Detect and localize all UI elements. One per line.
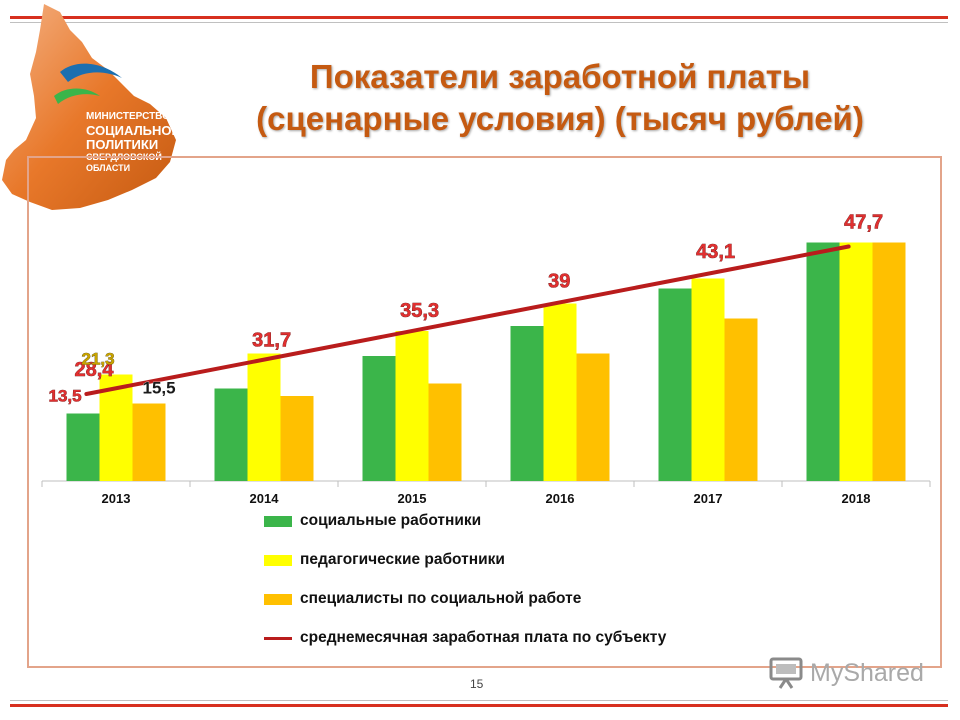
watermark-text: MyShared [810, 659, 924, 687]
legend-swatch [264, 594, 292, 605]
logo-map-shape [2, 4, 176, 210]
average-value-label: 47,7 [844, 212, 883, 234]
presentation-icon [769, 657, 803, 689]
average-value-label: 35,3 [400, 300, 439, 322]
logo-line-2: СОЦИАЛЬНОЙ [86, 123, 181, 138]
bar-1-2014 [214, 388, 248, 481]
average-value-label: 43,1 [696, 241, 735, 263]
page-title: Показатели заработной платы (сценарные у… [180, 56, 940, 140]
bar-value-label: 15,5 [143, 379, 176, 398]
title-line-2: (сценарные условия) (тысяч рублей) [256, 100, 864, 137]
bar-2-2017 [691, 278, 725, 481]
bar-1-2016 [510, 326, 544, 481]
watermark: MyShared [768, 656, 924, 690]
legend-label: среднемесячная заработная плата по субъе… [300, 629, 667, 646]
bar-3-2014 [280, 396, 314, 481]
bar-3-2013 [132, 403, 166, 481]
logo-line-3: ПОЛИТИКИ [86, 137, 159, 152]
x-tick-label: 2015 [398, 491, 427, 506]
bar-1-2013 [66, 413, 100, 481]
bar-value-label: 13,5 [49, 387, 82, 406]
legend-label: педагогические работники [300, 551, 505, 568]
page-number: 15 [470, 677, 484, 691]
top-rule-thin [10, 22, 948, 23]
x-tick-label: 2016 [546, 491, 575, 506]
chart-frame [27, 156, 942, 668]
bar-value-label: 21,3 [82, 350, 115, 369]
legend-label: специалисты по социальной работе [300, 590, 582, 607]
ministry-logo: МИНИСТЕРСТВО СОЦИАЛЬНОЙ ПОЛИТИКИ СВЕРДЛО… [0, 0, 181, 215]
bar-2-2015 [395, 331, 429, 481]
legend-swatch [264, 516, 292, 527]
bar-3-2016 [576, 353, 610, 481]
x-tick-label: 2018 [842, 491, 871, 506]
bottom-rule-thin [10, 700, 948, 701]
average-salary-line [84, 244, 851, 396]
legend-label: социальные работники [300, 512, 482, 529]
bar-1-2015 [362, 356, 396, 481]
bar-3-2018 [872, 242, 906, 481]
bar-2-2014 [247, 353, 281, 481]
logo-line-5: ОБЛАСТИ [86, 163, 131, 173]
bottom-rule [10, 704, 948, 707]
bar-3-2017 [724, 318, 758, 481]
bird-icon [60, 63, 122, 82]
bar-1-2017 [658, 288, 692, 481]
bar-1-2018 [806, 242, 840, 481]
bar-3-2015 [428, 383, 462, 481]
title-line-1: Показатели заработной платы [309, 58, 811, 95]
leaf-icon [54, 88, 100, 104]
average-value-label: 31,7 [252, 330, 291, 352]
x-tick-label: 2014 [250, 491, 280, 506]
top-rule [10, 16, 948, 19]
legend-swatch [264, 637, 292, 640]
legend-swatch [264, 555, 292, 566]
x-tick-label: 2013 [102, 491, 131, 506]
bar-2-2018 [839, 242, 873, 481]
bar-2-2016 [543, 303, 577, 481]
average-value-label: 28,4 [75, 359, 115, 381]
logo-line-1: МИНИСТЕРСТВО [86, 111, 170, 122]
x-tick-label: 2017 [694, 491, 723, 506]
average-value-label: 39 [548, 271, 570, 293]
